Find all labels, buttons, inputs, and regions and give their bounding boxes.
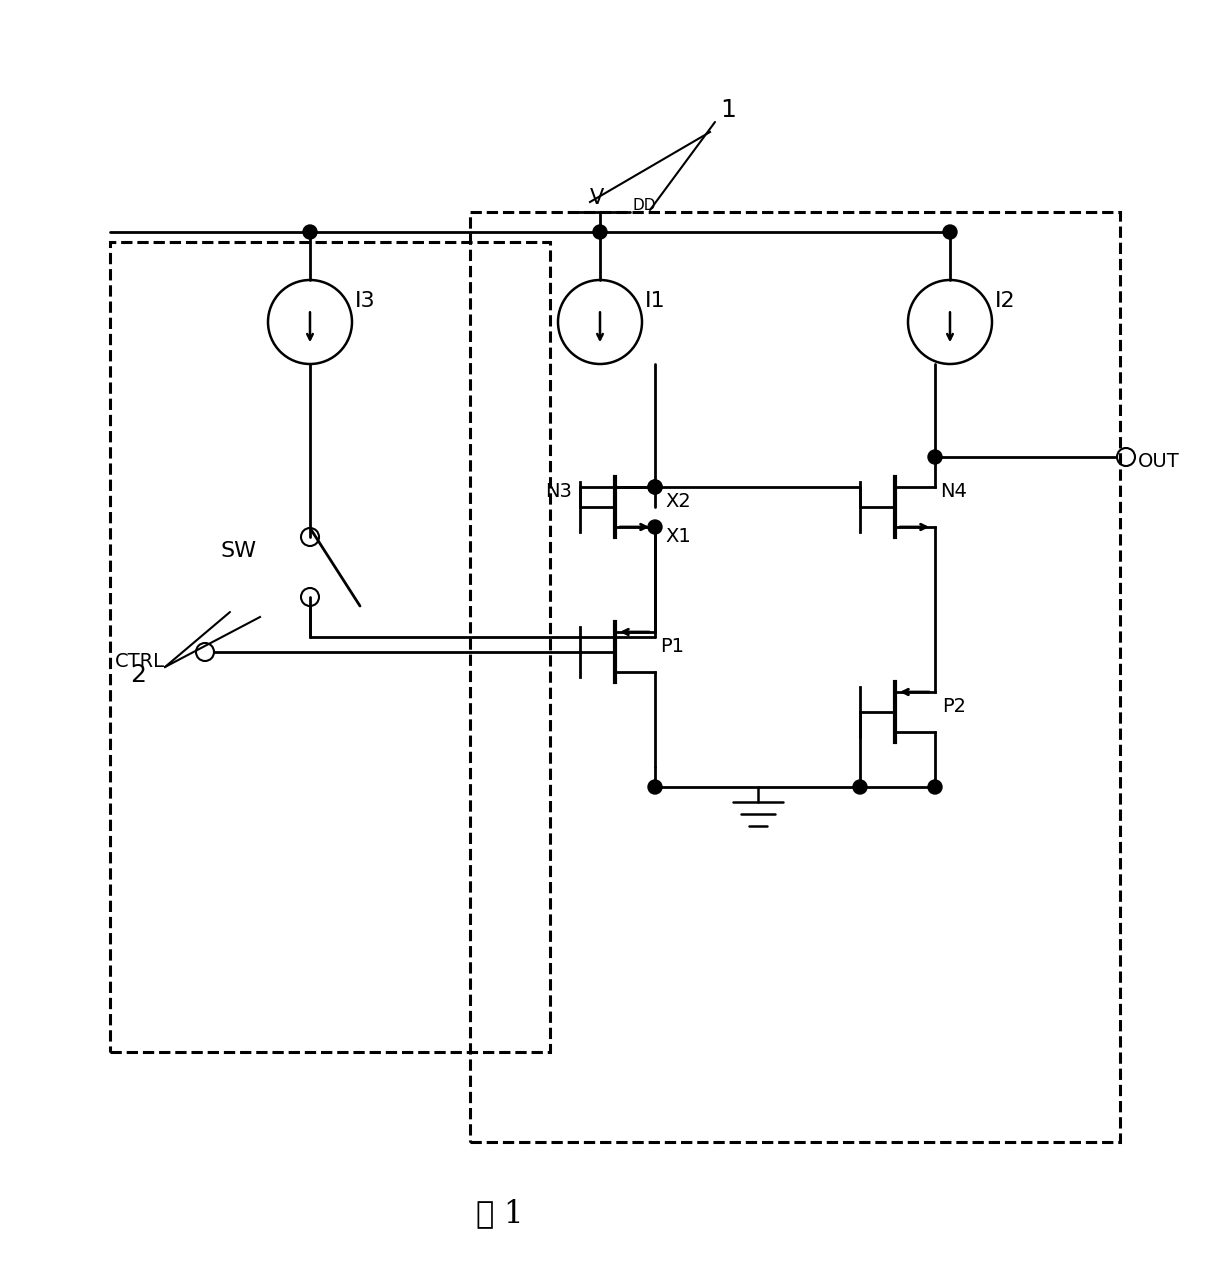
Circle shape — [648, 480, 662, 494]
Text: 图 1: 图 1 — [476, 1198, 524, 1229]
Text: X2: X2 — [666, 492, 690, 511]
Text: DD: DD — [632, 198, 656, 212]
Text: 1: 1 — [720, 98, 736, 122]
Text: P2: P2 — [942, 697, 966, 716]
Circle shape — [648, 520, 662, 534]
Circle shape — [943, 225, 957, 239]
Circle shape — [928, 780, 942, 794]
Text: CTRL: CTRL — [115, 653, 165, 672]
Circle shape — [648, 780, 662, 794]
Text: X1: X1 — [666, 527, 690, 546]
Text: N4: N4 — [939, 482, 966, 501]
Text: I2: I2 — [995, 291, 1016, 310]
Text: V: V — [589, 188, 604, 209]
Text: 2: 2 — [130, 663, 146, 687]
Circle shape — [593, 225, 607, 239]
Circle shape — [303, 225, 317, 239]
Text: N3: N3 — [545, 482, 572, 501]
Bar — [111, 242, 550, 1052]
Circle shape — [853, 780, 867, 794]
Bar — [470, 212, 1120, 1142]
Text: SW: SW — [220, 541, 257, 561]
Circle shape — [648, 480, 662, 494]
Text: P1: P1 — [659, 637, 684, 656]
Circle shape — [928, 450, 942, 464]
Text: I3: I3 — [355, 291, 376, 310]
Text: OUT: OUT — [1138, 452, 1180, 471]
Text: I1: I1 — [645, 291, 666, 310]
